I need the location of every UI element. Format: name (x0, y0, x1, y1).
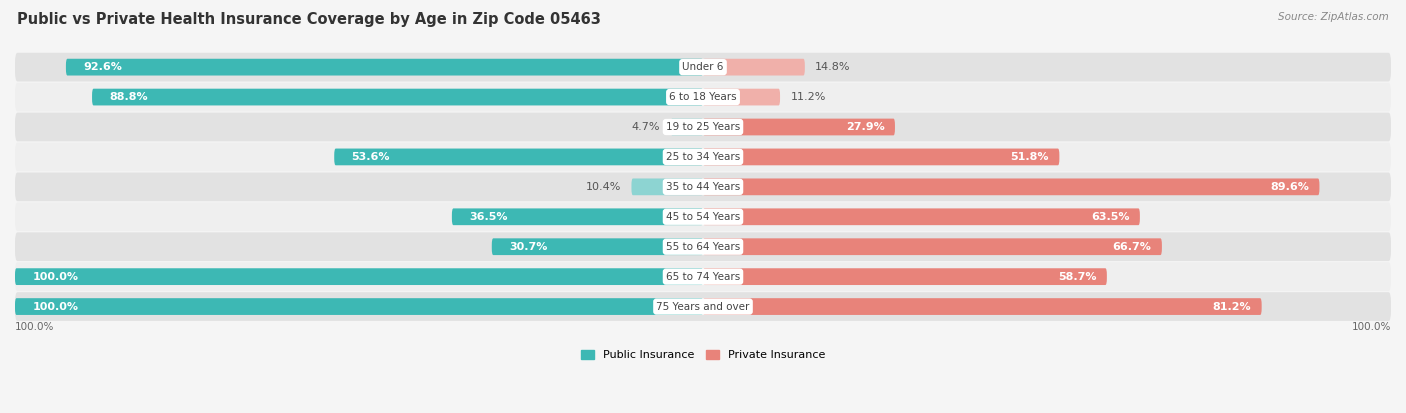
Text: 65 to 74 Years: 65 to 74 Years (666, 272, 740, 282)
Text: 89.6%: 89.6% (1270, 182, 1309, 192)
Text: Source: ZipAtlas.com: Source: ZipAtlas.com (1278, 12, 1389, 22)
FancyBboxPatch shape (15, 53, 1391, 81)
FancyBboxPatch shape (335, 149, 703, 165)
Text: 4.7%: 4.7% (631, 122, 661, 132)
FancyBboxPatch shape (15, 202, 1391, 231)
Text: 36.5%: 36.5% (470, 212, 508, 222)
Text: 25 to 34 Years: 25 to 34 Years (666, 152, 740, 162)
Text: 35 to 44 Years: 35 to 44 Years (666, 182, 740, 192)
Text: 53.6%: 53.6% (352, 152, 389, 162)
FancyBboxPatch shape (15, 83, 1391, 112)
FancyBboxPatch shape (15, 173, 1391, 201)
FancyBboxPatch shape (671, 119, 703, 135)
FancyBboxPatch shape (703, 178, 1319, 195)
Text: 63.5%: 63.5% (1091, 212, 1129, 222)
Text: 100.0%: 100.0% (1351, 322, 1391, 332)
FancyBboxPatch shape (492, 238, 703, 255)
FancyBboxPatch shape (703, 298, 1261, 315)
Text: Public vs Private Health Insurance Coverage by Age in Zip Code 05463: Public vs Private Health Insurance Cover… (17, 12, 600, 27)
FancyBboxPatch shape (703, 59, 804, 76)
Text: 100.0%: 100.0% (15, 322, 55, 332)
Text: 100.0%: 100.0% (32, 272, 79, 282)
Text: 30.7%: 30.7% (509, 242, 547, 252)
Text: 6 to 18 Years: 6 to 18 Years (669, 92, 737, 102)
FancyBboxPatch shape (631, 178, 703, 195)
Text: 66.7%: 66.7% (1112, 242, 1152, 252)
FancyBboxPatch shape (15, 268, 703, 285)
Text: 10.4%: 10.4% (586, 182, 621, 192)
FancyBboxPatch shape (703, 119, 896, 135)
Text: 19 to 25 Years: 19 to 25 Years (666, 122, 740, 132)
FancyBboxPatch shape (451, 209, 703, 225)
Text: 14.8%: 14.8% (815, 62, 851, 72)
Text: 58.7%: 58.7% (1059, 272, 1097, 282)
FancyBboxPatch shape (703, 149, 1059, 165)
FancyBboxPatch shape (703, 238, 1161, 255)
FancyBboxPatch shape (15, 113, 1391, 141)
FancyBboxPatch shape (66, 59, 703, 76)
FancyBboxPatch shape (15, 233, 1391, 261)
FancyBboxPatch shape (15, 292, 1391, 321)
Legend: Public Insurance, Private Insurance: Public Insurance, Private Insurance (576, 345, 830, 364)
Text: Under 6: Under 6 (682, 62, 724, 72)
Text: 55 to 64 Years: 55 to 64 Years (666, 242, 740, 252)
Text: 92.6%: 92.6% (83, 62, 122, 72)
Text: 88.8%: 88.8% (110, 92, 148, 102)
FancyBboxPatch shape (15, 262, 1391, 291)
FancyBboxPatch shape (703, 268, 1107, 285)
FancyBboxPatch shape (91, 89, 703, 105)
Text: 75 Years and over: 75 Years and over (657, 301, 749, 311)
FancyBboxPatch shape (15, 298, 703, 315)
Text: 81.2%: 81.2% (1213, 301, 1251, 311)
Text: 51.8%: 51.8% (1011, 152, 1049, 162)
FancyBboxPatch shape (703, 209, 1140, 225)
FancyBboxPatch shape (703, 89, 780, 105)
Text: 100.0%: 100.0% (32, 301, 79, 311)
Text: 11.2%: 11.2% (790, 92, 825, 102)
Text: 27.9%: 27.9% (846, 122, 884, 132)
FancyBboxPatch shape (15, 142, 1391, 171)
Text: 45 to 54 Years: 45 to 54 Years (666, 212, 740, 222)
